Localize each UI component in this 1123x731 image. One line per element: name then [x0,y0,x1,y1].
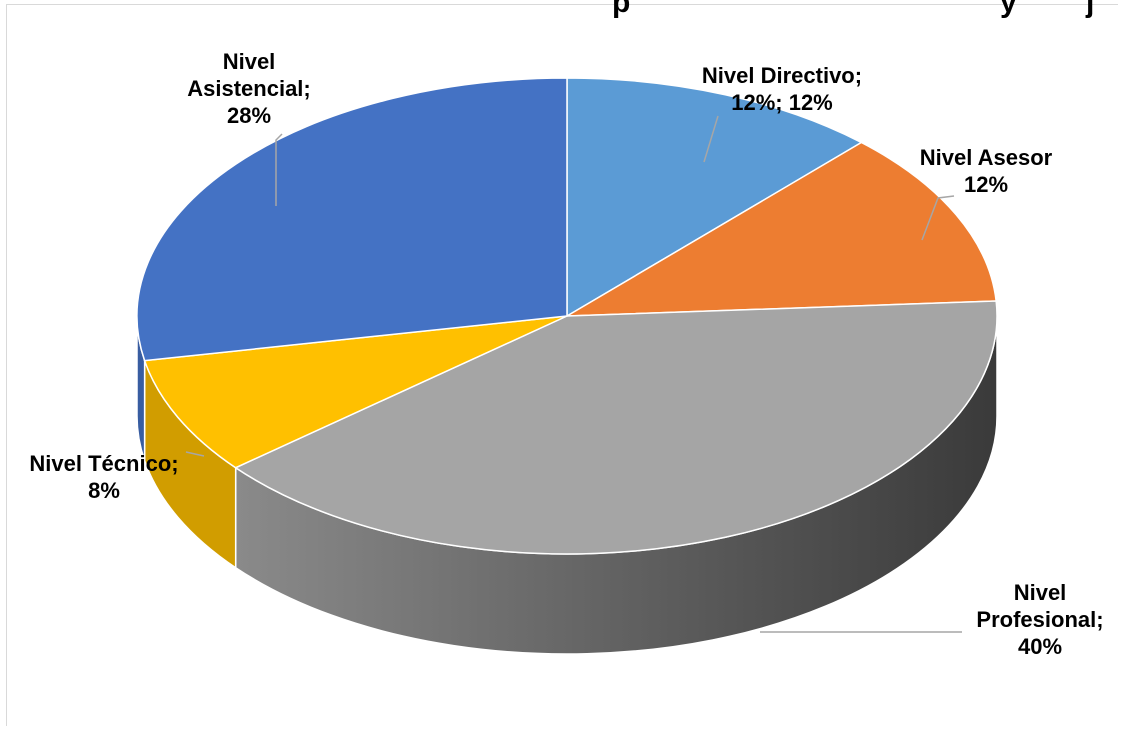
data-label-line: Profesional; [976,607,1103,632]
data-label-line: Nivel Directivo; [702,63,862,88]
data-label-line: 8% [88,478,120,503]
pie-slice-nivel-asistencial [136,77,568,362]
data-label-nivel-tecnico: Nivel Técnico;8% [29,451,178,503]
leader-line-nivel-asesor [921,195,955,241]
data-label-line: Asistencial; [187,76,311,101]
data-label-line: 12%; 12% [731,90,833,115]
leader-line-nivel-asistencial [275,133,283,206]
pie-slice-nivel-directivo [566,77,863,318]
pie-slice-nivel-profesional [234,300,998,555]
chart-title-fragment-2: y [1000,0,1017,19]
leader-line-nivel-tecnico [185,451,205,457]
data-label-nivel-directivo: Nivel Directivo;12%; 12% [702,63,862,115]
data-label-line: Nivel Técnico; [29,451,178,476]
data-label-line: Nivel [223,49,276,74]
chart-title-fragment: p [612,0,630,19]
data-label-line: 12% [964,172,1008,197]
pie-slice-nivel-tecnico [143,315,568,469]
pie-slice-nivel-asesor [566,141,997,317]
leader-line-nivel-directivo [703,115,719,163]
data-label-line: 28% [227,103,271,128]
data-label-line: Nivel Asesor [920,145,1053,170]
data-label-line: 40% [1018,634,1062,659]
chart-area [6,4,1118,726]
chart-title-fragment-3: j [1085,0,1094,19]
data-label-line: Nivel [1014,580,1067,605]
